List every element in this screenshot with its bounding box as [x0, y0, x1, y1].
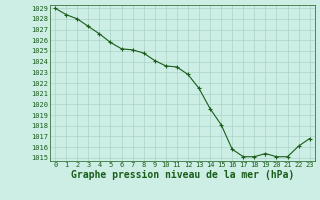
X-axis label: Graphe pression niveau de la mer (hPa): Graphe pression niveau de la mer (hPa) [71, 170, 294, 180]
